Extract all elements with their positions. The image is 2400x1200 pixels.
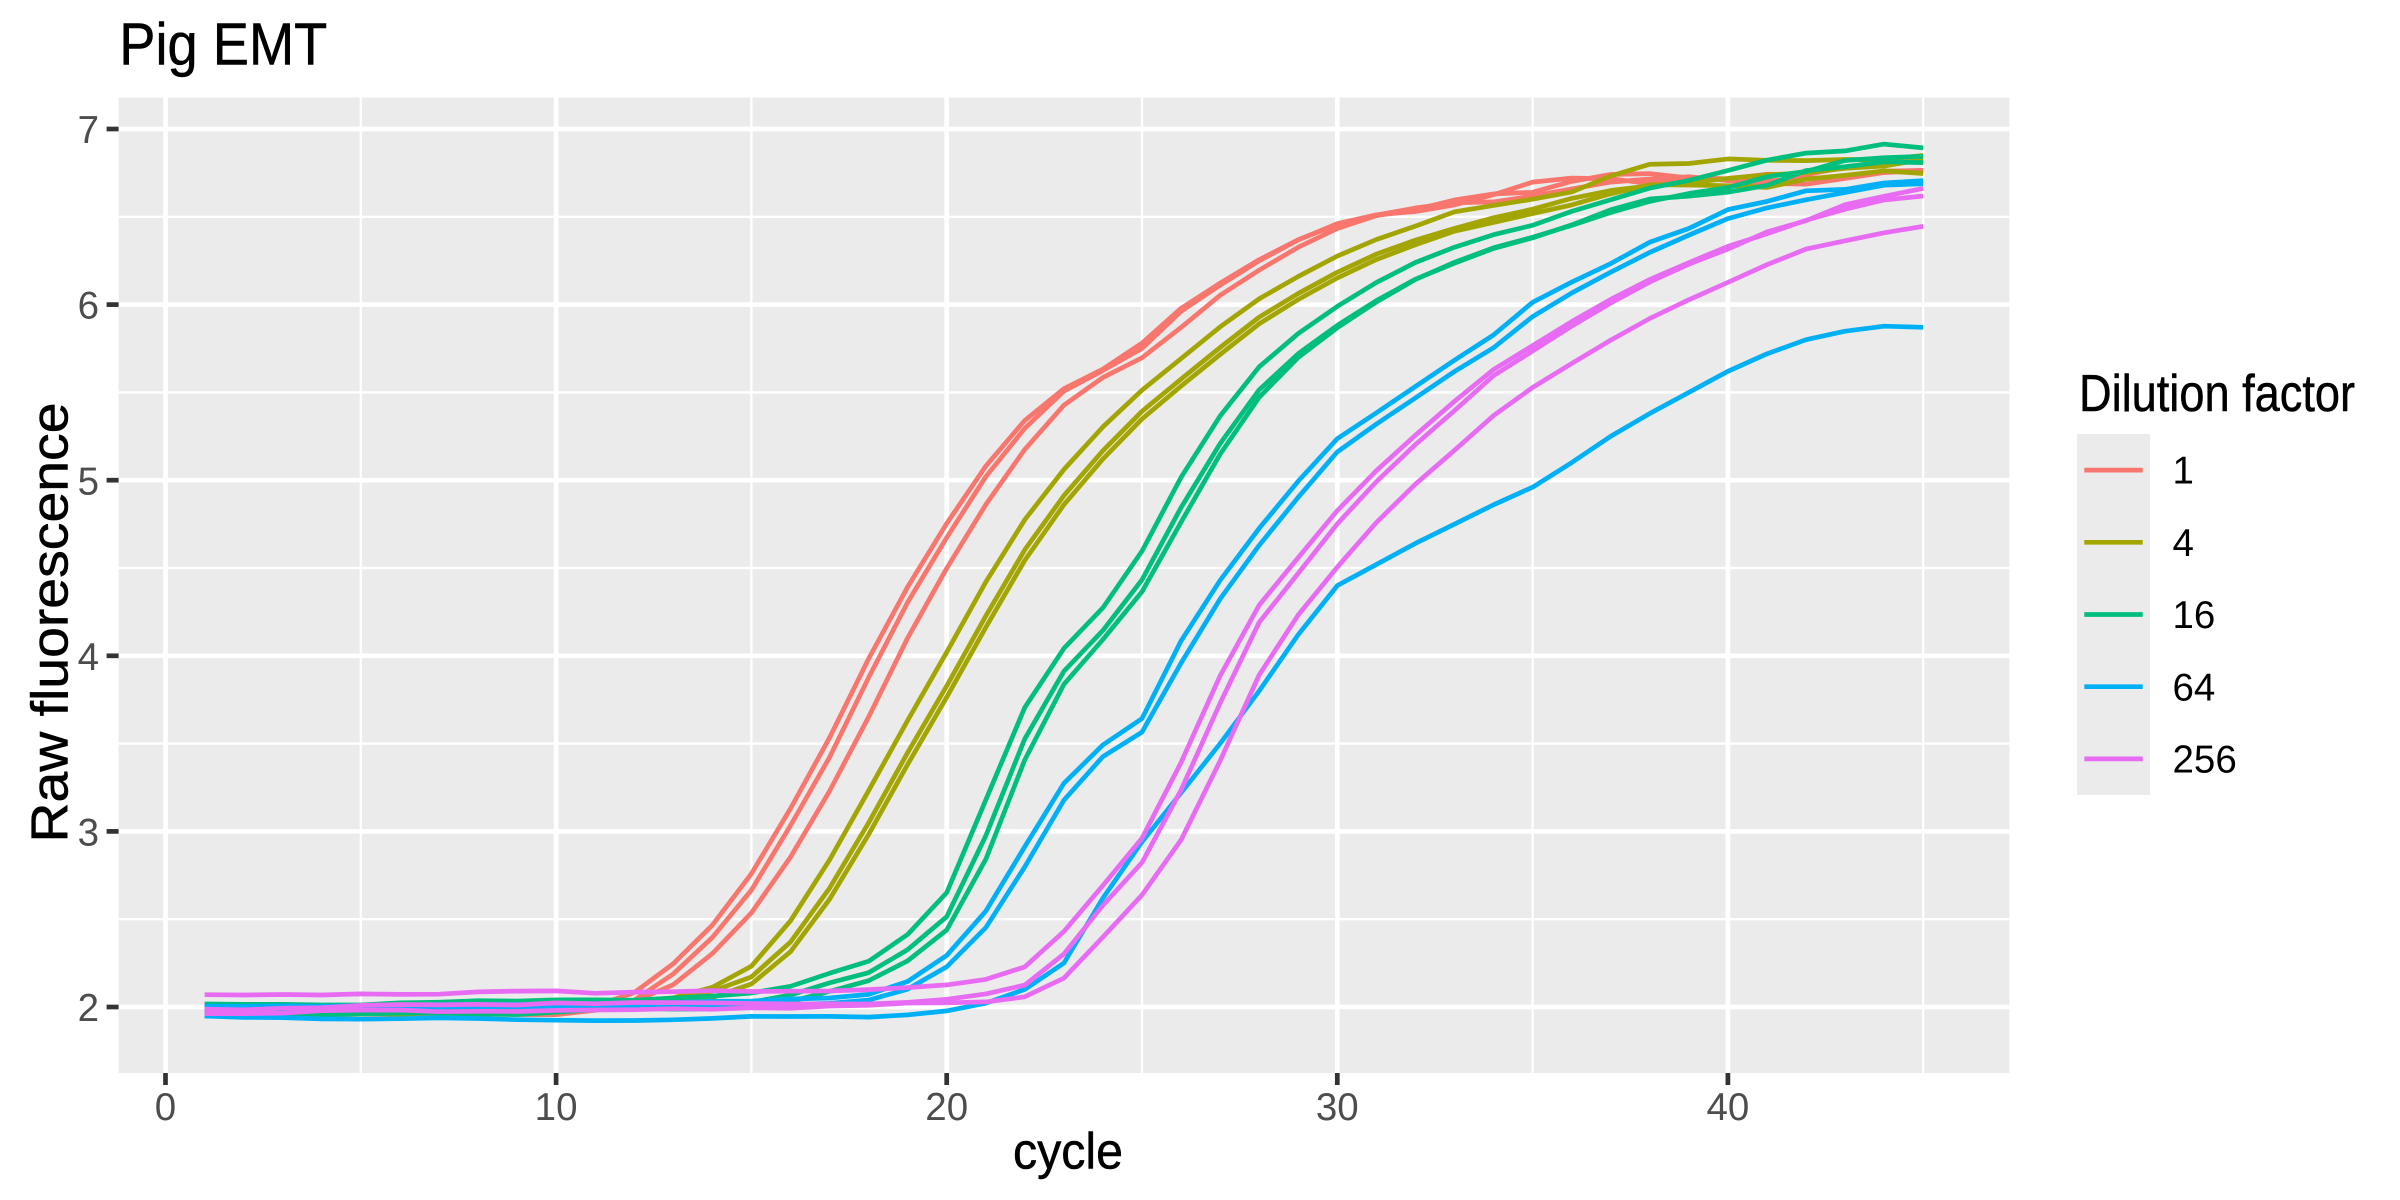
svg-text:cycle: cycle [1013, 1122, 1123, 1179]
svg-text:0: 0 [155, 1086, 176, 1129]
svg-text:Raw fluorescence: Raw fluorescence [22, 402, 80, 842]
svg-text:4: 4 [2173, 522, 2194, 565]
svg-text:64: 64 [2173, 666, 2216, 709]
svg-text:Pig EMT: Pig EMT [119, 12, 327, 78]
svg-text:16: 16 [2173, 594, 2216, 637]
svg-text:256: 256 [2173, 739, 2237, 782]
svg-text:3: 3 [78, 812, 99, 855]
svg-text:30: 30 [1316, 1086, 1359, 1129]
svg-text:6: 6 [78, 285, 99, 328]
svg-text:4: 4 [78, 636, 99, 679]
svg-text:40: 40 [1706, 1086, 1749, 1129]
svg-text:10: 10 [535, 1086, 578, 1129]
svg-text:20: 20 [925, 1086, 968, 1129]
svg-text:2: 2 [78, 987, 99, 1030]
svg-text:7: 7 [78, 109, 99, 152]
svg-text:5: 5 [78, 460, 99, 503]
svg-text:Dilution factor: Dilution factor [2079, 365, 2355, 423]
svg-text:1: 1 [2173, 450, 2194, 493]
